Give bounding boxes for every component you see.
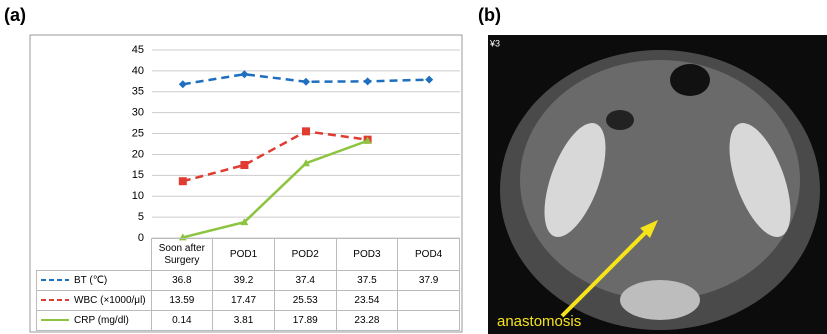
- marker: [364, 77, 372, 85]
- series-line: [183, 131, 368, 181]
- marker: [425, 76, 433, 84]
- table-value: 13.59: [151, 291, 213, 311]
- table-value: 25.53: [274, 291, 336, 311]
- series-line: [183, 141, 368, 238]
- x-tick-label: POD2: [274, 239, 336, 271]
- y-tick-label: 20: [132, 148, 144, 160]
- figure: (a) (b) ¥3 anastomosis 05101520253035404…: [0, 0, 827, 334]
- table-value: 39.2: [213, 271, 275, 291]
- table-value: 37.5: [336, 271, 398, 291]
- x-tick-label: Soon after Surgery: [151, 239, 213, 271]
- marker: [302, 78, 310, 86]
- table-value: 36.8: [151, 271, 213, 291]
- panel-label: (b): [478, 5, 501, 25]
- table-value: 23.28: [336, 311, 398, 331]
- y-tick-label: 25: [132, 127, 144, 139]
- y-tick-label: 45: [132, 44, 144, 56]
- legend-swatch: [39, 315, 71, 325]
- x-tick-label: POD3: [336, 239, 398, 271]
- marker: [302, 127, 310, 135]
- marker: [240, 70, 248, 78]
- legend-swatch: [39, 295, 71, 305]
- table-value: 37.9: [398, 271, 460, 291]
- table-value: [398, 311, 460, 331]
- table-value: 0.14: [151, 311, 213, 331]
- marker: [179, 177, 187, 185]
- y-tick-label: 40: [132, 65, 144, 77]
- y-tick-label: 30: [132, 107, 144, 119]
- legend-label: BT (℃): [74, 275, 107, 286]
- y-tick-label: 35: [132, 86, 144, 98]
- y-tick-label: 5: [138, 211, 144, 223]
- x-tick-label: POD4: [398, 239, 460, 271]
- panel-label: (a): [4, 5, 26, 25]
- marker: [240, 161, 248, 169]
- legend-entry: WBC (×1000/μl): [37, 291, 152, 311]
- legend-label: CRP (mg/dl): [74, 315, 129, 326]
- y-tick-label: 10: [132, 190, 144, 202]
- table-value: 23.54: [336, 291, 398, 311]
- legend-entry: BT (℃): [37, 271, 152, 291]
- marker: [179, 80, 187, 88]
- ct-image: ¥3 anastomosis: [488, 35, 827, 334]
- table-value: 17.89: [274, 311, 336, 331]
- table-value: [398, 291, 460, 311]
- legend-entry: CRP (mg/dl): [37, 311, 152, 331]
- corner-cell: [37, 239, 152, 271]
- table-value: 17.47: [213, 291, 275, 311]
- table-value: 3.81: [213, 311, 275, 331]
- legend-swatch: [39, 275, 71, 285]
- annotation: anastomosis: [497, 313, 581, 330]
- legend-label: WBC (×1000/μl): [74, 295, 146, 306]
- table-value: 37.4: [274, 271, 336, 291]
- y-tick-label: 15: [132, 169, 144, 181]
- corner-text: ¥3: [489, 38, 500, 48]
- x-tick-label: POD1: [213, 239, 275, 271]
